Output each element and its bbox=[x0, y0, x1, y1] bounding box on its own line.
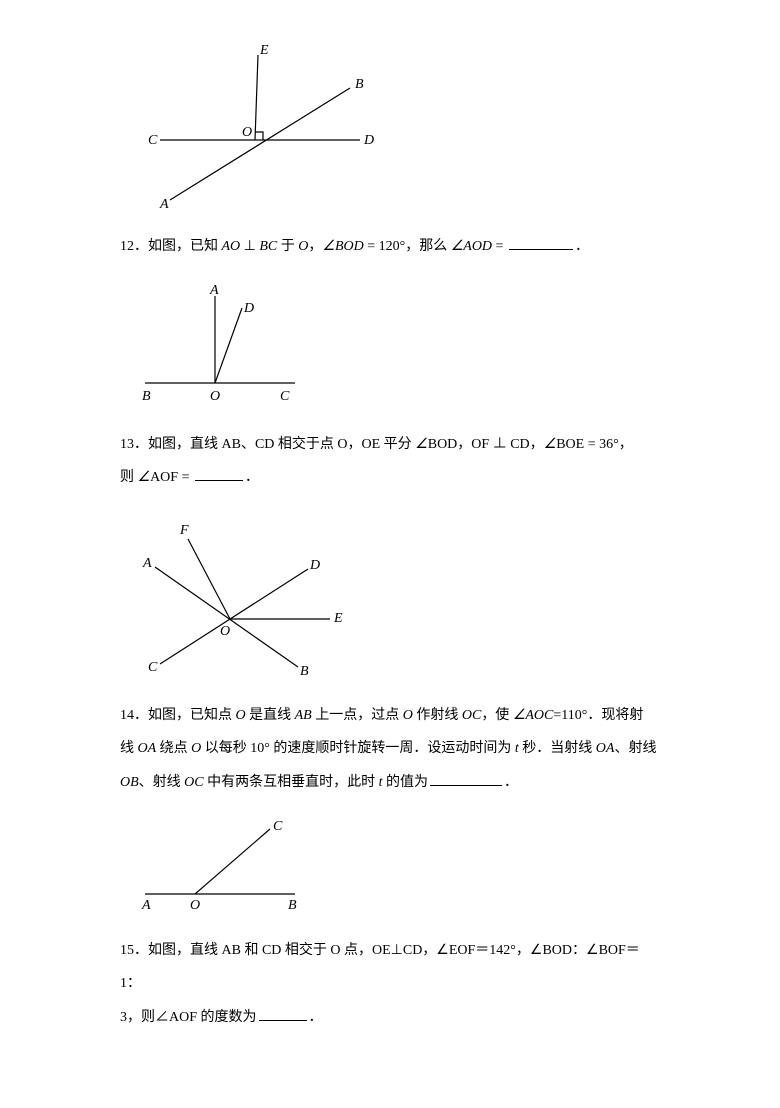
q14-num: 14 bbox=[120, 708, 134, 723]
label-D: D bbox=[243, 301, 254, 316]
label-A: A bbox=[159, 197, 169, 210]
label-E: E bbox=[259, 43, 269, 58]
diagram-q11: E B C D A O bbox=[130, 40, 660, 210]
blank-q15 bbox=[259, 1006, 307, 1021]
blank-q14 bbox=[430, 771, 502, 786]
label-A: A bbox=[209, 283, 219, 298]
label-A: A bbox=[142, 556, 152, 571]
question-15: 15．如图，直线 AB 和 CD 相交于 O 点，OE⊥CD，∠EOF＝142°… bbox=[120, 934, 660, 1035]
diagram-q12: A D B O C bbox=[130, 278, 660, 408]
label-C: C bbox=[280, 389, 290, 404]
svg-d11: E B C D A O bbox=[130, 40, 380, 210]
page: E B C D A O 12．如图，已知 AO ⊥ BC 于 O，∠BOD = … bbox=[0, 0, 780, 1108]
question-14: 14．如图，已知点 O 是直线 AB 上一点，过点 O 作射线 OC，使 ∠AO… bbox=[120, 699, 660, 800]
q13-num: 13 bbox=[120, 437, 134, 452]
label-O: O bbox=[210, 389, 220, 404]
label-B: B bbox=[300, 664, 309, 679]
label-F: F bbox=[179, 523, 189, 538]
question-12: 12．如图，已知 AO ⊥ BC 于 O，∠BOD = 120°，那么 ∠AOD… bbox=[120, 230, 660, 264]
label-B: B bbox=[142, 389, 151, 404]
diagram-q13: F A D E O C B bbox=[130, 509, 660, 679]
label-D: D bbox=[309, 558, 320, 573]
label-O: O bbox=[190, 898, 200, 913]
label-B: B bbox=[288, 898, 297, 913]
diagram-q14: C A O B bbox=[130, 814, 660, 914]
label-B: B bbox=[355, 77, 364, 92]
question-13: 13．如图，直线 AB、CD 相交于点 O，OE 平分 ∠BOD，OF ⊥ CD… bbox=[120, 428, 660, 495]
q15-num: 15 bbox=[120, 943, 134, 958]
label-E: E bbox=[333, 611, 343, 626]
label-C: C bbox=[273, 819, 283, 834]
svg-d12: A D B O C bbox=[130, 278, 310, 408]
label-D: D bbox=[363, 133, 374, 148]
q12-num: 12 bbox=[120, 239, 134, 254]
svg-d14: C A O B bbox=[130, 814, 310, 914]
label-C: C bbox=[148, 660, 158, 675]
blank-q12 bbox=[509, 235, 573, 250]
label-A: A bbox=[141, 898, 151, 913]
svg-d13: F A D E O C B bbox=[130, 509, 350, 679]
label-C: C bbox=[148, 133, 158, 148]
label-O: O bbox=[242, 125, 252, 140]
label-O: O bbox=[220, 624, 230, 639]
blank-q13 bbox=[195, 466, 243, 481]
